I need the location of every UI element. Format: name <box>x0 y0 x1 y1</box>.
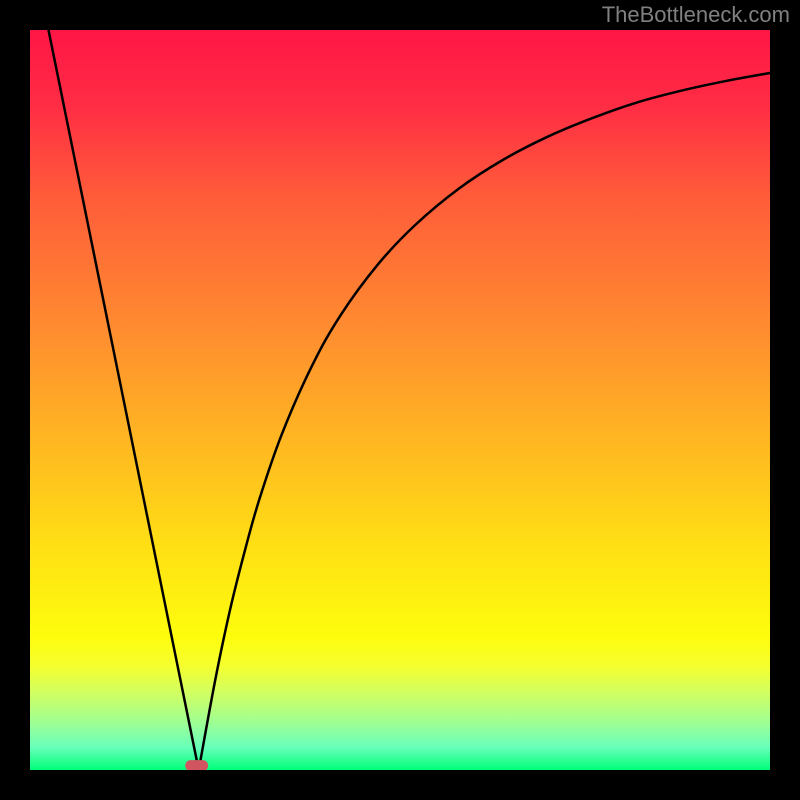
plot-area <box>30 30 770 770</box>
optimal-point-marker <box>185 760 209 770</box>
watermark-text: TheBottleneck.com <box>602 2 790 28</box>
bottleneck-curve <box>30 30 770 770</box>
